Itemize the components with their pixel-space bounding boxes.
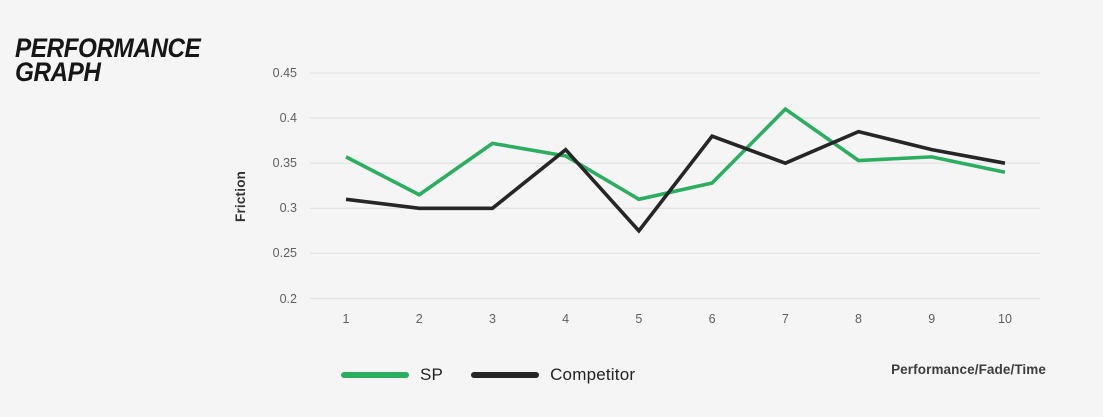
- chart-legend: SP Competitor: [341, 365, 635, 385]
- competitor-data-line: [345, 129, 1006, 234]
- line-chart-plot-area: [310, 72, 1040, 300]
- page-title: PERFORMANCE GRAPH: [15, 33, 201, 87]
- sp-data-line: [345, 106, 1006, 202]
- x-tick-label: 7: [781, 312, 789, 326]
- y-tick-label: 0.2: [279, 291, 297, 306]
- x-tick-label: 8: [855, 312, 862, 326]
- x-tick-label: 9: [928, 312, 936, 326]
- x-tick-label: 10: [998, 312, 1012, 326]
- competitor-line-swatch-icon: [471, 371, 540, 379]
- y-tick-label: 0.35: [272, 156, 297, 171]
- y-tick-label: 0.45: [272, 66, 297, 80]
- x-axis-note: Performance/Fade/Time: [891, 362, 1046, 377]
- x-tick-label: 2: [415, 312, 423, 326]
- legend-item-competitor: Competitor: [471, 365, 635, 385]
- y-tick-label: 0.3: [279, 201, 297, 216]
- page-title-line2: GRAPH: [15, 57, 101, 87]
- legend-label-competitor: Competitor: [550, 365, 636, 384]
- sp-line-swatch-icon: [341, 371, 409, 379]
- y-tick-label: 0.4: [279, 111, 297, 126]
- x-tick-label: 6: [708, 312, 716, 326]
- x-tick-label: 4: [562, 312, 570, 326]
- page-title-line1: PERFORMANCE: [15, 33, 201, 63]
- x-tick-label: 1: [342, 312, 350, 326]
- legend-label-sp: SP: [420, 365, 444, 384]
- y-tick-label: 0.25: [272, 246, 297, 261]
- legend-item-sp: SP: [341, 365, 443, 385]
- x-tick-label: 5: [635, 312, 643, 326]
- x-tick-label: 3: [488, 312, 496, 326]
